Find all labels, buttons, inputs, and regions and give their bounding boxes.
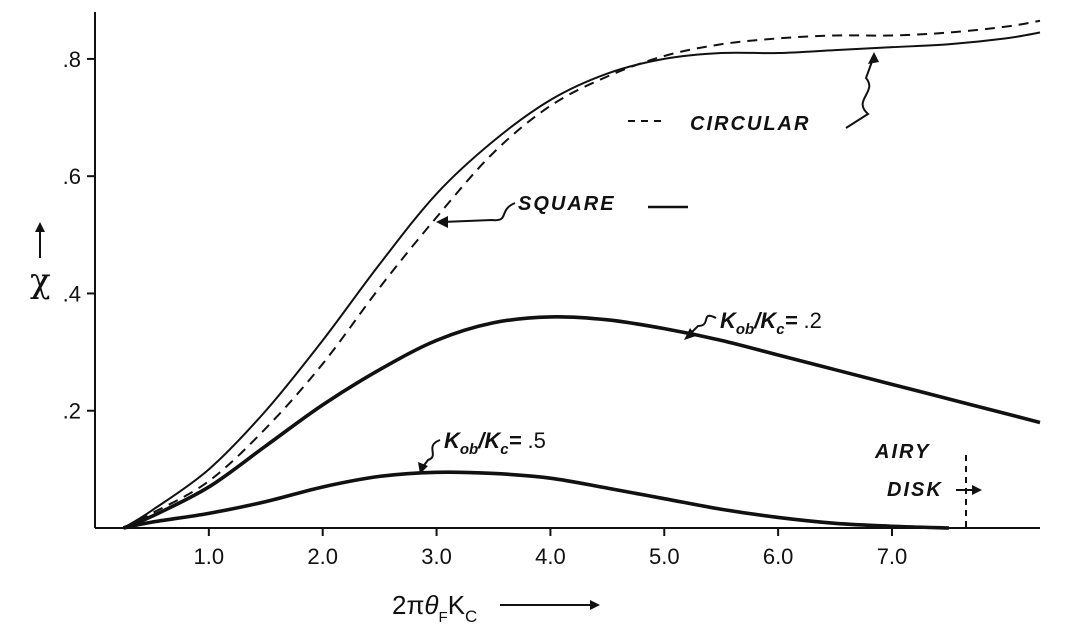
k02-arrow [687, 314, 717, 337]
y-tick-label: .4 [63, 281, 81, 306]
square-label: SQUARE [518, 193, 616, 215]
y-axis-label-arrowhead [35, 222, 45, 232]
x-tick-label: 5.0 [649, 544, 680, 569]
x-axis-label: 2πθFKC [392, 590, 477, 626]
y-tick-label: .6 [63, 164, 81, 189]
circular-arrowhead [868, 52, 879, 64]
airy-label-line2: DISK [887, 479, 943, 501]
tick-marks: 1.0 2.0 3.0 4.0 5.0 6.0 7.0 .2 .4 .6 .8 [63, 47, 908, 569]
k02-label: Kob/Kc= .2 [720, 308, 822, 338]
circular-label: CIRCULAR [690, 113, 810, 135]
y-tick-label: .2 [63, 399, 81, 424]
k02-arrowhead [684, 328, 696, 340]
series-line-circular [123, 19, 1041, 529]
annotations: CIRCULAR SQUARE Kob/Kc= .2 Kob/Kc= .5 AI… [30, 52, 982, 626]
x-tick-label: 2.0 [307, 544, 338, 569]
k05-arrow [421, 439, 441, 469]
y-tick-label: .8 [63, 47, 81, 72]
airy-arrowhead [972, 485, 982, 495]
square-arrowhead [436, 216, 448, 228]
series-line-square [122, 31, 1041, 529]
series-layer [122, 19, 1041, 530]
x-tick-label: 1.0 [194, 544, 225, 569]
x-axis-label-arrowhead [590, 600, 600, 610]
series-line-kob-kc-2 [122, 315, 1041, 530]
x-tick-label: 4.0 [535, 544, 566, 569]
circular-arrow [845, 55, 875, 129]
y-axis-label: χ [30, 261, 51, 301]
axes [94, 12, 1040, 529]
k05-arrowhead [418, 462, 428, 474]
airy-label-line1: AIRY [874, 441, 930, 463]
x-tick-label: 6.0 [763, 544, 794, 569]
square-arrow [441, 202, 516, 223]
x-tick-label: 7.0 [877, 544, 908, 569]
k05-label: Kob/Kc= .5 [444, 428, 546, 458]
series-line-kob-kc-5 [123, 470, 949, 530]
x-tick-label: 3.0 [421, 544, 452, 569]
